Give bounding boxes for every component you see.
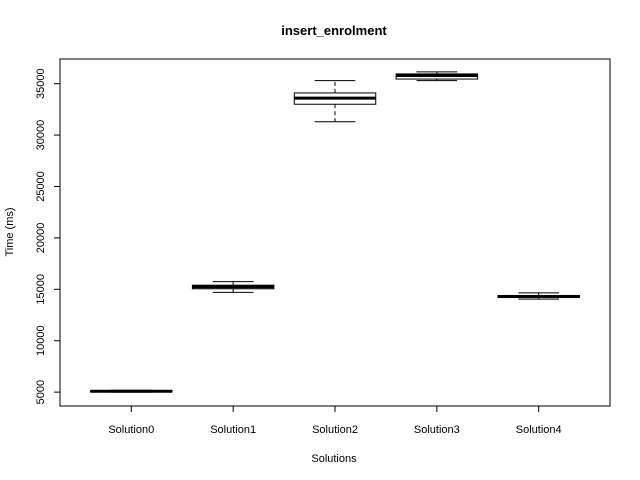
y-tick-label: 35000 [35, 68, 47, 99]
x-tick-label: Solution1 [210, 424, 256, 436]
chart-title: insert_enrolment [281, 23, 387, 38]
x-axis-title: Solutions [311, 453, 357, 465]
box-solution1 [191, 281, 275, 293]
y-axis-title: Time (ms) [4, 207, 16, 256]
y-tick-label: 5000 [35, 380, 47, 404]
y-tick-label: 10000 [35, 325, 47, 356]
box-solution0 [90, 389, 173, 393]
y-tick-label: 15000 [35, 274, 47, 305]
x-tick-label: Solution0 [108, 424, 154, 436]
x-tick-label: Solution4 [516, 424, 562, 436]
x-axis: Solution0 Solution1 Solution2 Solution3 Solu… [108, 405, 562, 436]
x-tick-label: Solution2 [312, 424, 358, 436]
box-solution3 [395, 71, 479, 82]
box-solution4 [497, 292, 580, 300]
y-tick-label: 25000 [35, 171, 47, 202]
y-tick-label: 20000 [35, 223, 47, 254]
boxes [90, 71, 580, 393]
y-tick-label: 30000 [35, 120, 47, 151]
x-tick-label: Solution3 [414, 424, 460, 436]
box-solution2 [293, 80, 377, 123]
y-axis: 5000 10000 15000 20000 25000 30000 35000 [35, 68, 61, 404]
